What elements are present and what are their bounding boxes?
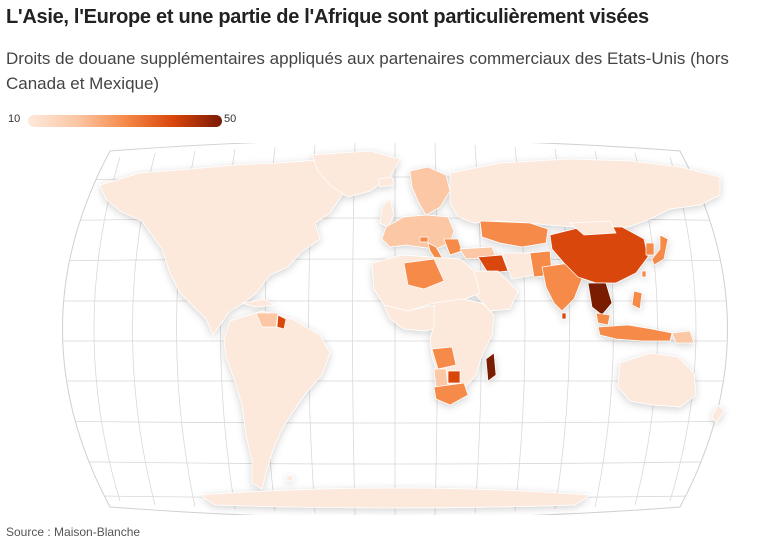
- country-korea: [645, 242, 655, 256]
- country-indochina: [587, 282, 613, 316]
- country-mongolia: [569, 220, 617, 236]
- country-madagascar: [485, 352, 497, 382]
- country-sri-lanka: [561, 312, 567, 320]
- antarctica: [198, 487, 592, 509]
- chart-title: L'Asie, l'Europe et une partie de l'Afri…: [6, 6, 649, 28]
- globe-outline: [62, 143, 728, 515]
- legend-gradient-bar: [28, 115, 222, 127]
- country-switzerland: [419, 236, 429, 243]
- country-south-africa: [433, 382, 469, 406]
- country-libya-algeria: [403, 258, 445, 290]
- country-china: [549, 226, 649, 284]
- country-iran: [501, 252, 535, 280]
- country-papua: [671, 330, 695, 344]
- country-south-america: [223, 310, 331, 490]
- country-new-zealand: [711, 404, 725, 424]
- country-kazakhstan: [479, 220, 549, 248]
- country-australia: [617, 352, 697, 408]
- country-western-europe: [381, 214, 455, 250]
- country-arabia: [469, 270, 519, 312]
- legend-max-label: 50: [224, 113, 237, 125]
- country-iceland: [377, 176, 395, 188]
- country-philippines: [631, 290, 643, 310]
- country-russia: [449, 158, 721, 230]
- world-map: [62, 143, 728, 515]
- country-malaysia: [595, 312, 611, 326]
- country-namibia: [433, 368, 449, 388]
- country-cuba: [241, 298, 276, 308]
- country-greenland: [311, 150, 401, 198]
- country-falklands: [285, 474, 294, 482]
- country-guyana: [276, 314, 287, 330]
- country-indonesia: [597, 324, 673, 342]
- country-venezuela: [255, 312, 279, 328]
- country-uk: [379, 198, 395, 228]
- source-note: Source : Maison-Blanche: [6, 525, 141, 539]
- color-legend: 10 50: [6, 113, 246, 131]
- country-scandinavia: [409, 166, 451, 216]
- country-taiwan: [641, 270, 647, 278]
- chart-subtitle: Droits de douane supplémentaires appliqu…: [6, 49, 729, 93]
- legend-min-label: 10: [8, 113, 21, 125]
- country-syria-iraq: [477, 254, 509, 274]
- country-balkans: [443, 238, 463, 256]
- country-japan: [651, 234, 669, 266]
- country-north-america: [99, 158, 366, 336]
- country-botswana: [447, 370, 461, 384]
- country-angola-zambia: [431, 346, 457, 370]
- land: [99, 150, 725, 509]
